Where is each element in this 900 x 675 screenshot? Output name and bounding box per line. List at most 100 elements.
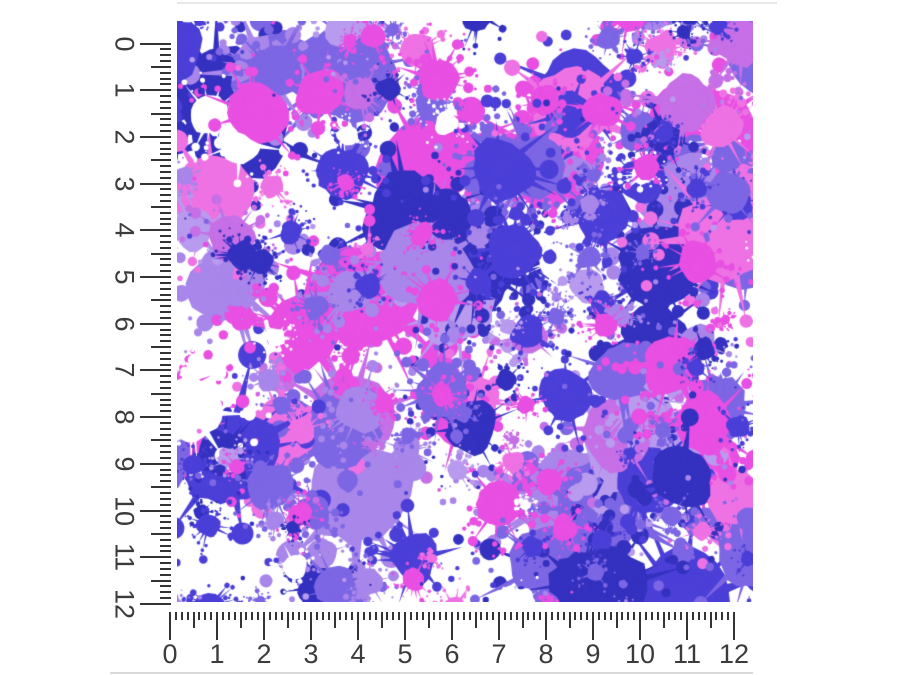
- bottom-ruler-eighth-inch-tick: [292, 612, 295, 620]
- left-ruler-eighth-inch-tick: [160, 54, 171, 57]
- bottom-ruler-inch-tick: [169, 612, 171, 640]
- bottom-ruler-inch-tick: [545, 612, 547, 640]
- left-ruler-inch-tick: [140, 602, 171, 605]
- bottom-ruler-eighth-inch-tick: [603, 612, 606, 620]
- bottom-ruler-eighth-inch-tick: [233, 612, 236, 620]
- left-ruler-half-inch-tick: [151, 299, 171, 302]
- bottom-ruler-half-inch-tick: [615, 612, 618, 628]
- left-ruler-half-inch-tick: [151, 112, 171, 115]
- left-ruler-eighth-inch-tick: [160, 258, 171, 261]
- left-ruler-inch-tick: [140, 182, 171, 185]
- bottom-divider-line: [110, 672, 753, 674]
- left-ruler-eighth-inch-tick: [160, 363, 171, 366]
- bottom-ruler-eighth-inch-tick: [421, 612, 424, 620]
- left-ruler-eighth-inch-tick: [160, 573, 171, 576]
- left-ruler-eighth-inch-tick: [160, 118, 171, 121]
- bottom-ruler-eighth-inch-tick: [480, 612, 483, 620]
- bottom-ruler-eighth-inch-tick: [656, 612, 659, 620]
- left-ruler-inch-label: 3: [109, 176, 140, 192]
- top-divider-line: [177, 2, 777, 4]
- bottom-ruler-half-inch-tick: [521, 612, 524, 628]
- bottom-ruler-half-inch-tick: [474, 612, 477, 628]
- bottom-ruler-inch-label: 5: [397, 639, 413, 669]
- bottom-ruler-eighth-inch-tick: [274, 612, 277, 620]
- left-ruler-eighth-inch-tick: [160, 480, 171, 483]
- left-ruler-eighth-inch-tick: [160, 334, 171, 337]
- left-ruler-inch-label: 12: [109, 588, 140, 619]
- left-ruler-eighth-inch-tick: [160, 194, 171, 197]
- left-ruler-inch-label: 6: [109, 316, 140, 332]
- bottom-ruler-eighth-inch-tick: [227, 612, 230, 620]
- left-ruler-inch-label: 2: [109, 129, 140, 145]
- left-ruler-eighth-inch-tick: [160, 491, 171, 494]
- left-ruler-eighth-inch-tick: [160, 597, 171, 600]
- bottom-ruler-eighth-inch-tick: [433, 612, 436, 620]
- bottom-ruler-half-inch-tick: [427, 612, 430, 628]
- bottom-ruler-eighth-inch-tick: [268, 612, 271, 620]
- left-ruler-inch-label: 11: [109, 543, 140, 572]
- bottom-ruler-eighth-inch-tick: [198, 612, 201, 620]
- bottom-ruler-half-inch-tick: [192, 612, 195, 628]
- left-ruler-eighth-inch-tick: [160, 240, 171, 243]
- left-ruler-eighth-inch-tick: [160, 351, 171, 354]
- left-ruler-inch-tick: [140, 229, 171, 232]
- bottom-ruler-eighth-inch-tick: [221, 612, 224, 620]
- left-ruler-eighth-inch-tick: [160, 305, 171, 308]
- left-ruler-eighth-inch-tick: [160, 328, 171, 331]
- bottom-ruler-eighth-inch-tick: [691, 612, 694, 620]
- bottom-ruler-eighth-inch-tick: [257, 612, 260, 620]
- left-ruler-eighth-inch-tick: [160, 246, 171, 249]
- left-ruler-eighth-inch-tick: [160, 141, 171, 144]
- bottom-ruler-eighth-inch-tick: [515, 612, 518, 620]
- left-ruler-eighth-inch-tick: [160, 130, 171, 133]
- left-ruler-inch-label: 7: [109, 362, 140, 378]
- bottom-ruler-eighth-inch-tick: [621, 612, 624, 620]
- left-ruler-eighth-inch-tick: [160, 474, 171, 477]
- left-ruler-half-inch-tick: [151, 579, 171, 582]
- bottom-ruler-inch-label: 9: [585, 639, 601, 669]
- left-ruler-inch-label: 4: [109, 222, 140, 238]
- bottom-ruler-eighth-inch-tick: [362, 612, 365, 620]
- bottom-ruler-eighth-inch-tick: [703, 612, 706, 620]
- bottom-ruler-inch-tick: [451, 612, 453, 640]
- left-ruler-eighth-inch-tick: [160, 404, 171, 407]
- left-ruler-eighth-inch-tick: [160, 211, 171, 214]
- left-ruler-inch-tick: [140, 416, 171, 419]
- bottom-ruler-eighth-inch-tick: [251, 612, 254, 620]
- bottom-ruler-half-inch-tick: [662, 612, 665, 628]
- bottom-ruler-inch-label: 4: [350, 639, 366, 669]
- left-ruler-eighth-inch-tick: [160, 95, 171, 98]
- left-ruler-eighth-inch-tick: [160, 77, 171, 80]
- left-ruler-eighth-inch-tick: [160, 381, 171, 384]
- bottom-ruler-eighth-inch-tick: [368, 612, 371, 620]
- left-ruler-eighth-inch-tick: [160, 188, 171, 191]
- left-ruler-eighth-inch-tick: [160, 591, 171, 594]
- bottom-ruler-eighth-inch-tick: [456, 612, 459, 620]
- left-ruler-eighth-inch-tick: [160, 281, 171, 284]
- bottom-ruler-eighth-inch-tick: [210, 612, 213, 620]
- bottom-ruler-eighth-inch-tick: [633, 612, 636, 620]
- left-ruler-eighth-inch-tick: [160, 527, 171, 529]
- bottom-ruler-eighth-inch-tick: [321, 612, 324, 620]
- paint-splatter-swatch: [177, 21, 753, 602]
- bottom-ruler-eighth-inch-tick: [486, 612, 489, 620]
- bottom-ruler-eighth-inch-tick: [727, 612, 730, 620]
- bottom-ruler-eighth-inch-tick: [280, 612, 283, 620]
- left-ruler-inch-label: 8: [109, 409, 140, 425]
- bottom-ruler-inch-tick: [216, 612, 218, 640]
- left-ruler-eighth-inch-tick: [160, 567, 171, 570]
- bottom-ruler-eighth-inch-tick: [386, 612, 389, 620]
- left-ruler-eighth-inch-tick: [160, 585, 171, 588]
- left-ruler-eighth-inch-tick: [160, 270, 171, 273]
- left-ruler-eighth-inch-tick: [160, 217, 171, 220]
- bottom-ruler-eighth-inch-tick: [580, 612, 583, 620]
- bottom-ruler-eighth-inch-tick: [186, 612, 189, 620]
- bottom-ruler-eighth-inch-tick: [304, 612, 307, 620]
- left-ruler-eighth-inch-tick: [160, 264, 171, 267]
- left-ruler-eighth-inch-tick: [160, 293, 171, 296]
- bottom-ruler-inch-label: 11: [672, 639, 702, 669]
- bottom-ruler-eighth-inch-tick: [674, 612, 677, 620]
- bottom-ruler-eighth-inch-tick: [503, 612, 506, 620]
- bottom-ruler-eighth-inch-tick: [298, 612, 301, 620]
